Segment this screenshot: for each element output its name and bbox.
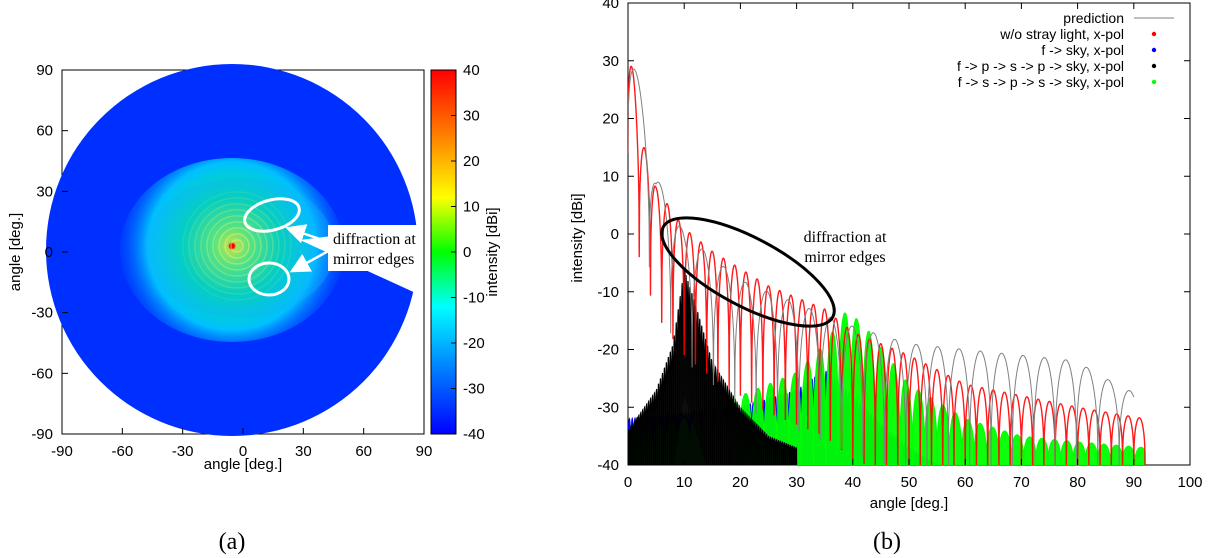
x-tick-label-b: 50 — [901, 474, 918, 491]
y-axis-label-a: angle [deg.] — [7, 213, 24, 291]
diffraction-ring — [224, 233, 250, 259]
y-tick-label-a: 0 — [45, 244, 53, 261]
legend-label: w/o stray light, x-pol — [999, 26, 1124, 42]
colorbar-tick-label: 10 — [463, 199, 480, 216]
diffraction-ring — [194, 203, 280, 289]
diffraction-ring — [230, 239, 244, 253]
annotation-ellipse-upper — [243, 197, 301, 233]
axis-ticks-b: 0 10 20 30 40 50 60 70 80 90 100403020100-10-20-30… — [597, 0, 1202, 491]
diffraction-ring — [200, 209, 274, 283]
x-tick-label-b: 10 — [676, 474, 693, 491]
x-tick-label-b: 90 — [1125, 474, 1142, 491]
heatmap-inner-glow — [120, 158, 344, 342]
y-tick-label-a: 90 — [36, 62, 53, 79]
annotation-arrow-lower — [289, 247, 333, 273]
series-prediction — [628, 68, 1135, 465]
legend-label: f -> sky, x-pol — [1041, 42, 1124, 58]
legend-label: f -> p -> s -> p -> sky, x-pol — [957, 58, 1124, 74]
y-tick-label-b: 30 — [602, 53, 619, 70]
colorbar-tick-label: 0 — [463, 244, 471, 261]
colorbar-tick-label: 40 — [463, 62, 480, 79]
y-axis-label-b: intensity [dBi] — [569, 193, 586, 282]
y-tick-label-a: -60 — [31, 365, 53, 382]
colorbar-tick-label: 20 — [463, 153, 480, 170]
colorbar-tick-label: 30 — [463, 108, 480, 125]
y-tick-label-a: -90 — [31, 426, 53, 443]
series-w/o stray light, x-pol — [628, 65, 1146, 465]
legend-swatch — [1151, 79, 1157, 85]
panel-label-b: (b) — [873, 529, 901, 555]
x-tick-label-b: 100 — [1177, 474, 1202, 491]
y-tick-label-b: -30 — [597, 399, 619, 416]
colorbar-tick-label: -10 — [463, 290, 485, 307]
diffraction-ring — [188, 197, 286, 295]
x-tick-label-a: -30 — [172, 443, 194, 460]
x-tick-label-a: -90 — [51, 443, 73, 460]
x-tick-label-a: 30 — [295, 443, 312, 460]
y-tick-label-b: -20 — [597, 342, 619, 359]
peak-marker — [229, 243, 235, 249]
x-tick-label-a: 90 — [416, 443, 433, 460]
annotation-ellipse-b — [660, 216, 836, 328]
legend-swatch — [1151, 31, 1157, 37]
diffraction-ring — [218, 227, 256, 265]
colorbar-label: intensity [dBi] — [484, 207, 501, 296]
x-axis-label-b: angle [deg.] — [870, 495, 948, 512]
annotation-b-line1: diffraction at — [804, 229, 887, 246]
y-tick-label-b: 40 — [602, 0, 619, 12]
annotation-line1: diffraction at — [333, 231, 416, 248]
x-tick-label-a: 0 — [239, 443, 247, 460]
series-f -> p -> s -> p -> sky, x-pol — [628, 269, 798, 465]
panel-label-a: (a) — [219, 529, 246, 555]
x-tick-label-b: 80 — [1069, 474, 1086, 491]
x-tick-label-b: 0 — [624, 474, 632, 491]
axis-ticks-a: -90 -60 -30 0 30 60 90 90 60 30 0 -30 -60 -90 — [31, 62, 432, 460]
x-tick-label-b: 70 — [1013, 474, 1030, 491]
panel-a: diffraction at mirror edges -90 -60 -30 0 30… — [7, 62, 501, 555]
legend-swatch — [1151, 47, 1157, 53]
y-tick-label-a: 30 — [36, 183, 53, 200]
annotation-b-line2: mirror edges — [804, 249, 885, 266]
panel-b: 0 10 20 30 40 50 60 70 80 90 100403020100-10-20-30… — [569, 0, 1203, 555]
y-tick-label-b: -40 — [597, 457, 619, 474]
heatmap-outer-halo — [145, 178, 335, 318]
y-tick-label-a: 60 — [36, 123, 53, 140]
diffraction-ring — [212, 221, 262, 271]
colorbar — [430, 69, 457, 435]
y-tick-label-b: 0 — [611, 226, 619, 243]
annotation-arrow-upper — [285, 224, 333, 245]
diffraction-rings — [182, 191, 292, 301]
y-tick-label-b: 10 — [602, 168, 619, 185]
y-tick-label-b: 20 — [602, 111, 619, 128]
colorbar-tick-label: -30 — [463, 381, 485, 398]
annotation-box — [328, 225, 420, 271]
x-tick-label-b: 40 — [844, 474, 861, 491]
colorbar-tick-label: -40 — [463, 426, 485, 443]
diffraction-ring — [182, 191, 292, 301]
x-tick-label-b: 20 — [732, 474, 749, 491]
legend-swatch — [1151, 63, 1157, 69]
x-tick-label-a: 60 — [355, 443, 372, 460]
y-tick-label-a: -30 — [31, 305, 53, 322]
diffraction-ring — [206, 215, 268, 277]
legend-label: prediction — [1063, 10, 1124, 26]
annotation-line2: mirror edges — [333, 251, 414, 268]
x-tick-label-a: -60 — [111, 443, 133, 460]
y-tick-label-b: -10 — [597, 284, 619, 301]
x-tick-label-b: 30 — [788, 474, 805, 491]
annotation-ellipse-lower — [247, 261, 291, 297]
colorbar-tick-label: -20 — [463, 335, 485, 352]
colorbar-ticks: 40 30 20 10 0 -10 -20 -30 -40 — [451, 62, 485, 443]
x-tick-label-b: 60 — [957, 474, 974, 491]
plot-series-b — [628, 65, 1146, 465]
legend-label: f -> s -> p -> s -> sky, x-pol — [958, 74, 1124, 90]
x-axis-label-a: angle [deg.] — [204, 456, 282, 473]
